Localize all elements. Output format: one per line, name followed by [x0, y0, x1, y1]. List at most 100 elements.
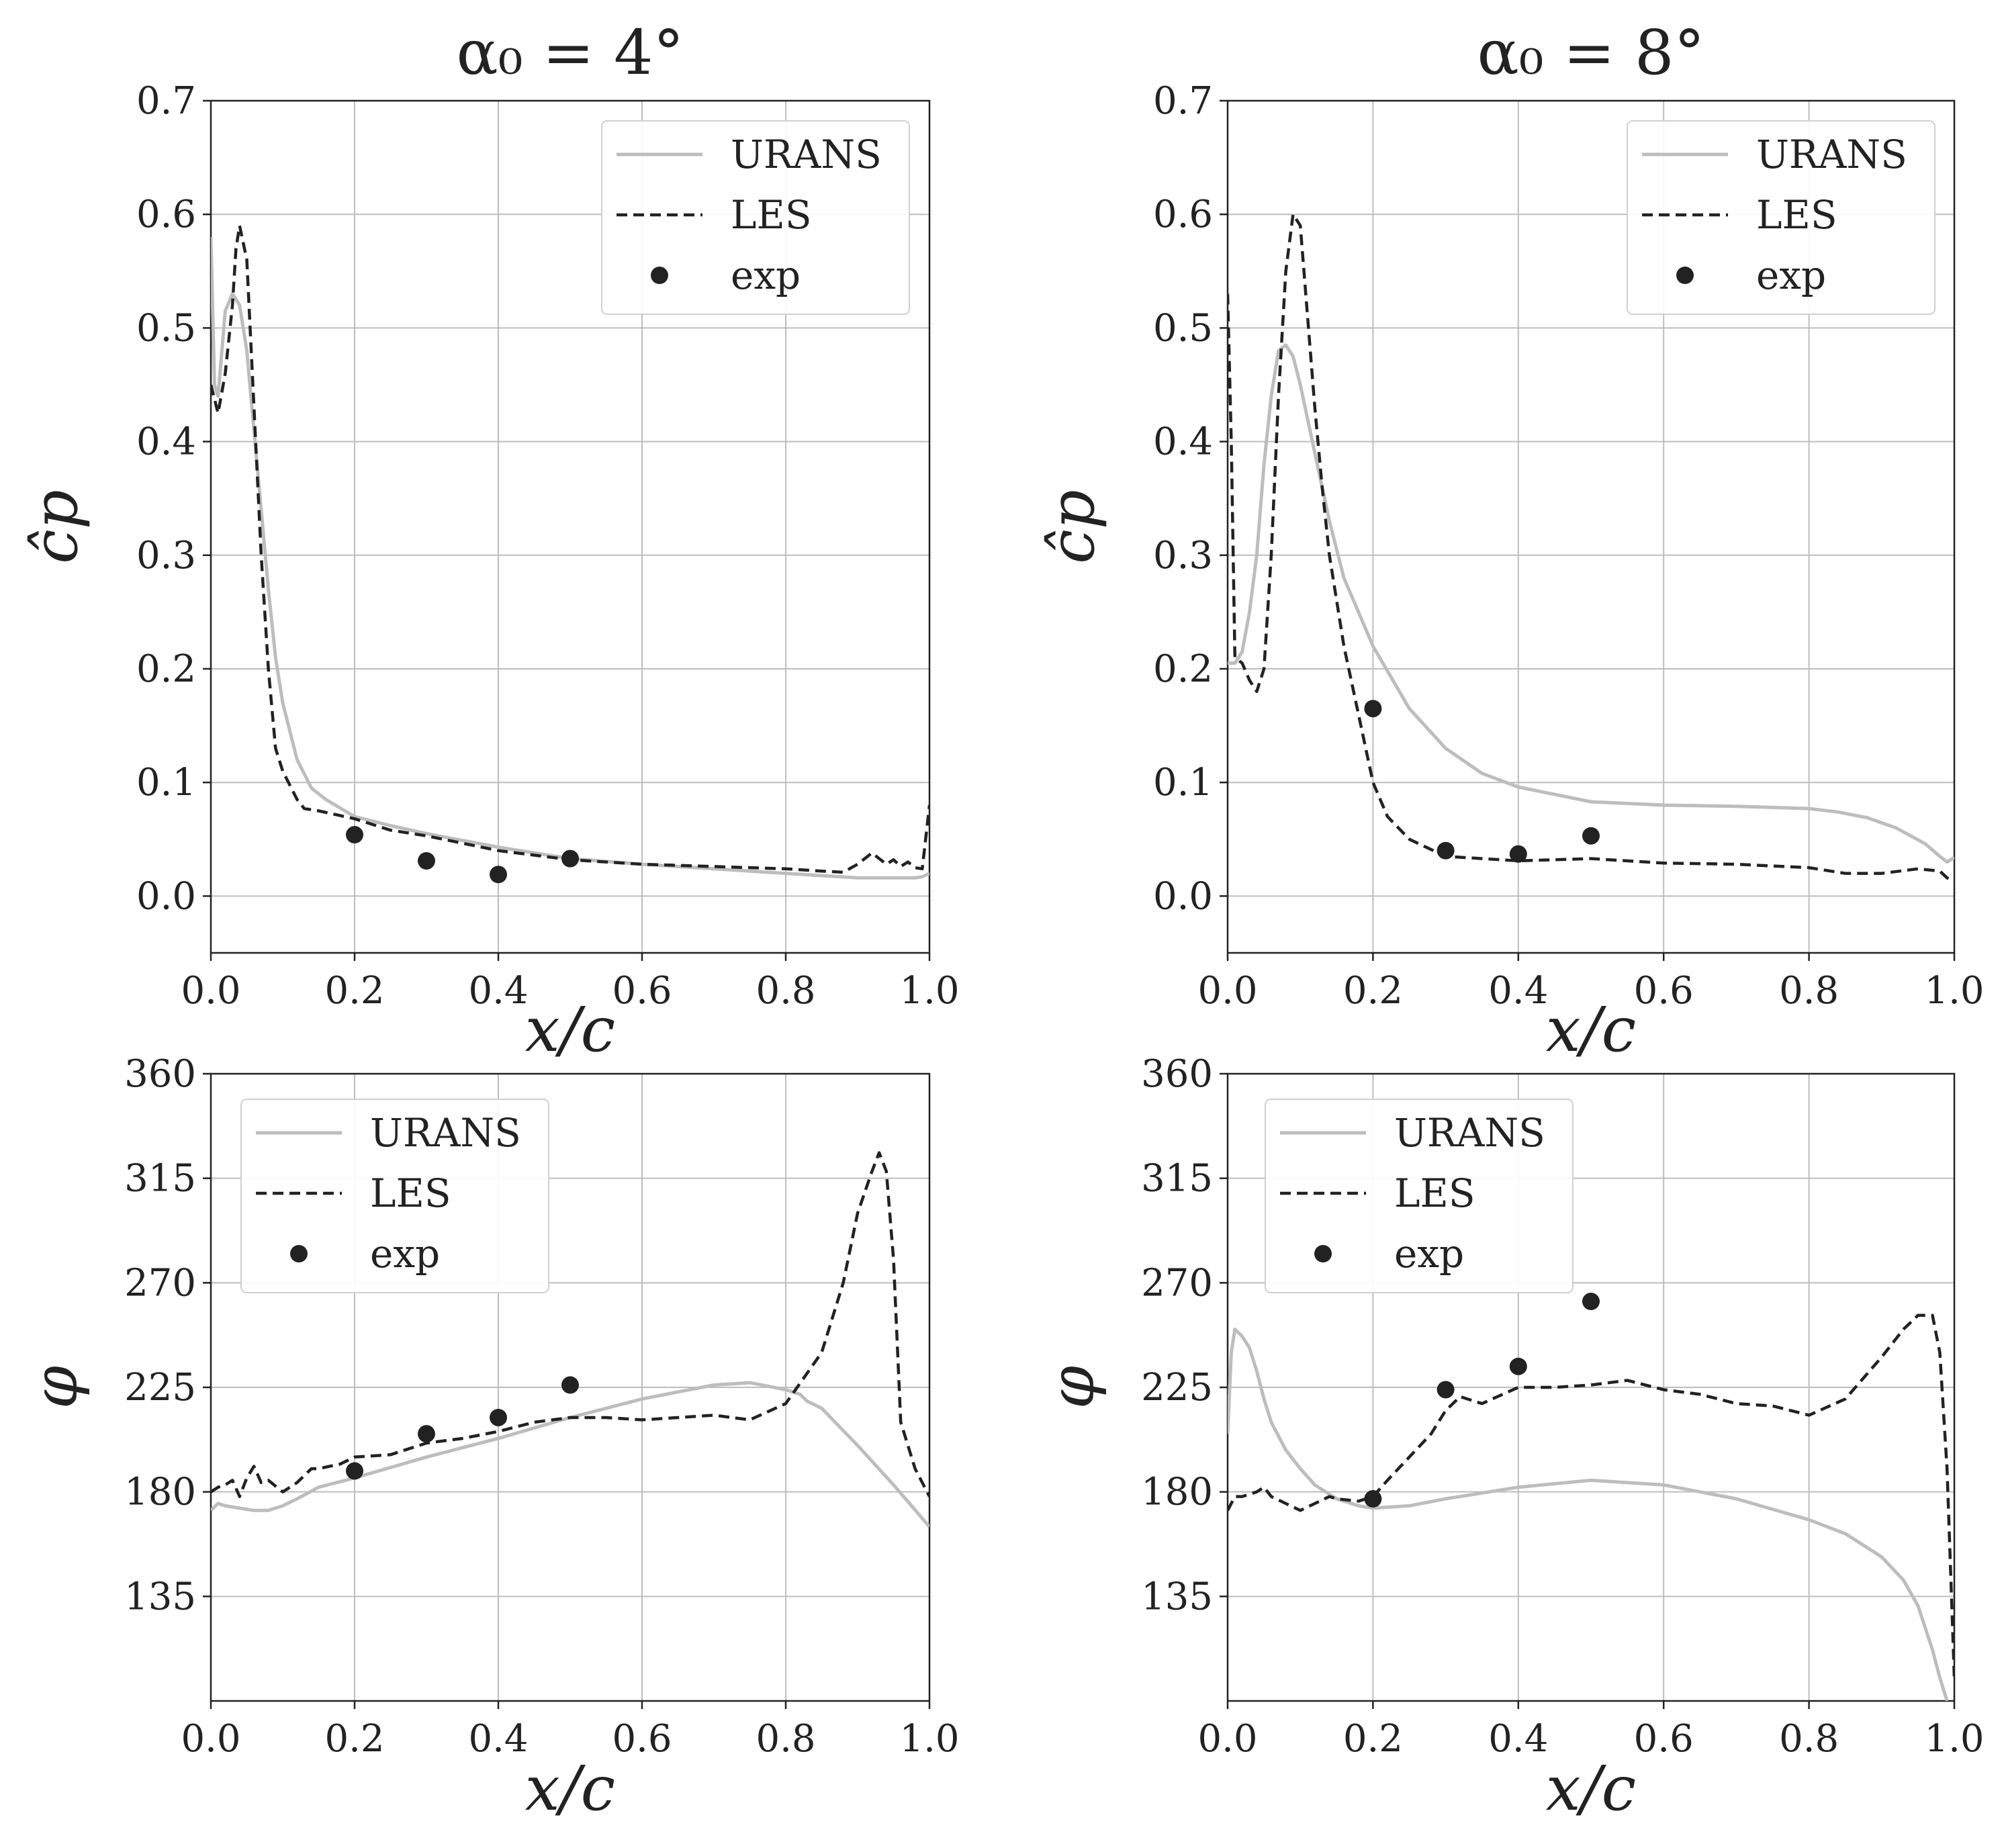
- legend-label: URANS: [370, 1110, 521, 1156]
- panel-title: α₀ = 8°: [1477, 17, 1704, 89]
- y-tick-label: 225: [1141, 1366, 1213, 1410]
- legend-exp-marker: [290, 1245, 308, 1262]
- y-tick-label: 0.5: [1153, 306, 1213, 350]
- panel-title: α₀ = 4°: [456, 17, 684, 89]
- legend-label: LES: [731, 192, 812, 238]
- y-tick-label: 0.4: [1153, 420, 1213, 464]
- exp-data-point: [1582, 827, 1600, 845]
- x-tick-label: 0.8: [756, 1717, 815, 1761]
- y-tick-label: 180: [1141, 1471, 1213, 1514]
- y-tick-label: 0.0: [1153, 874, 1213, 918]
- exp-data-point: [418, 851, 435, 870]
- y-tick-label: 0.7: [136, 79, 196, 123]
- x-tick-label: 0.0: [181, 969, 240, 1013]
- exp-data-point: [418, 1425, 435, 1443]
- legend-box: [601, 120, 910, 315]
- x-tick-label: 0.0: [181, 1717, 240, 1761]
- legend-exp-marker: [1314, 1245, 1332, 1262]
- legend-label: LES: [1394, 1170, 1475, 1216]
- legend-box: [240, 1099, 549, 1293]
- les-line: [211, 1151, 929, 1498]
- les-line: [211, 224, 929, 874]
- axes-frame: [210, 99, 931, 954]
- urans-line: [1228, 343, 1954, 864]
- panel-phi-alpha-4: 0.0 0.2 0.4 0.6 0.8 1.0 135 180 225 270 315 360 x/c φ…: [19, 1052, 960, 1824]
- exp-data-point: [1437, 841, 1455, 860]
- exp-data-point: [490, 1408, 507, 1426]
- legend: URANS LES exp: [1627, 120, 1935, 315]
- x-tick-label: 0.6: [1634, 1717, 1694, 1761]
- x-tick-label: 0.2: [324, 1717, 384, 1761]
- y-tick-label: 0.5: [136, 306, 196, 350]
- y-tick-label: 360: [124, 1052, 196, 1096]
- x-tick-label: 0.0: [1197, 969, 1257, 1013]
- legend-label: LES: [1756, 192, 1837, 238]
- y-tick-label: 360: [1141, 1052, 1213, 1096]
- x-axis-title: x/c: [525, 1753, 615, 1824]
- exp-data-point: [490, 866, 507, 884]
- plot-area: [211, 224, 929, 884]
- x-tick-label: 1.0: [1924, 1717, 1984, 1761]
- y-axis-title: ĉp: [1036, 490, 1108, 563]
- les-line: [1228, 1313, 1954, 1678]
- y-tick-label: 0.1: [136, 761, 196, 804]
- x-axis-title: x/c: [525, 994, 615, 1066]
- exp-data-point: [561, 849, 579, 868]
- y-tick-label: 0.6: [136, 193, 196, 236]
- x-tick-label: 0.6: [612, 1717, 672, 1761]
- y-tick-label: 0.6: [1153, 193, 1213, 236]
- legend-exp-marker: [1676, 267, 1694, 284]
- legend-exp-marker: [651, 267, 668, 284]
- y-tick-label: 270: [1141, 1261, 1213, 1305]
- plot-area: [1228, 1293, 1954, 1701]
- legend-label: URANS: [1394, 1110, 1545, 1156]
- y-tick-label: 0.7: [1153, 79, 1213, 123]
- legend-label: exp: [370, 1231, 440, 1277]
- y-tick-label: 0.1: [1153, 761, 1213, 804]
- urans-line: [1228, 1328, 1949, 1701]
- y-tick-label: 0.2: [136, 647, 196, 691]
- x-axis-title: x/c: [1546, 994, 1636, 1066]
- legend-label: exp: [1756, 252, 1826, 298]
- x-tick-label: 0.6: [1634, 969, 1694, 1013]
- exp-data-point: [1509, 1357, 1527, 1375]
- y-tick-label: 270: [124, 1261, 196, 1305]
- exp-data-point: [1364, 1490, 1382, 1508]
- urans-line: [211, 236, 929, 880]
- x-tick-label: 0.4: [468, 1717, 528, 1761]
- urans-line: [211, 1381, 929, 1528]
- axes-frame: [1226, 99, 1956, 954]
- legend-box: [1627, 120, 1935, 315]
- y-tick-label: 315: [1141, 1157, 1213, 1201]
- x-tick-label: 1.0: [899, 969, 959, 1013]
- x-tick-label: 0.4: [468, 969, 528, 1013]
- legend-label: URANS: [731, 132, 882, 177]
- x-tick-label: 0.8: [1779, 1717, 1839, 1761]
- panel-cp-alpha-8: 0.0 0.2 0.4 0.6 0.8 1.0 0.0 0.1 0.2 0.3 0.4 0.5 0.6 0…: [1036, 17, 1985, 1066]
- y-tick-label: 0.3: [1153, 534, 1213, 578]
- y-axis-title: φ: [1036, 1365, 1108, 1409]
- exp-data-point: [346, 826, 363, 844]
- y-tick-label: 0.3: [136, 534, 196, 578]
- exp-data-point: [1509, 845, 1527, 863]
- legend: URANS LES exp: [1265, 1099, 1574, 1293]
- legend-label: LES: [370, 1170, 451, 1216]
- x-tick-label: 0.2: [1343, 969, 1403, 1013]
- legend-label: exp: [1394, 1231, 1464, 1277]
- exp-data-point: [1364, 700, 1382, 718]
- exp-data-point: [1437, 1381, 1455, 1399]
- panel-cp-alpha-4: 0.0 0.2 0.4 0.6 0.8 1.0 0.0 0.1 0.2 0.3 0.4 0.5 0.6 0…: [19, 17, 960, 1066]
- y-tick-label: 180: [124, 1471, 196, 1514]
- y-tick-label: 225: [124, 1366, 196, 1410]
- exp-data-point: [1582, 1293, 1600, 1311]
- y-tick-label: 0.4: [136, 420, 196, 464]
- x-tick-label: 0.0: [1197, 1717, 1257, 1761]
- y-tick-label: 0.0: [136, 874, 196, 918]
- x-axis-title: x/c: [1546, 1753, 1636, 1824]
- x-tick-label: 0.8: [1779, 969, 1839, 1013]
- panel-phi-alpha-8: 0.0 0.2 0.4 0.6 0.8 1.0 135 180 225 270 315 360 x/c φ…: [1036, 1052, 1985, 1824]
- x-tick-label: 1.0: [899, 1717, 959, 1761]
- y-tick-label: 315: [124, 1157, 196, 1201]
- plot-area: [211, 1151, 929, 1528]
